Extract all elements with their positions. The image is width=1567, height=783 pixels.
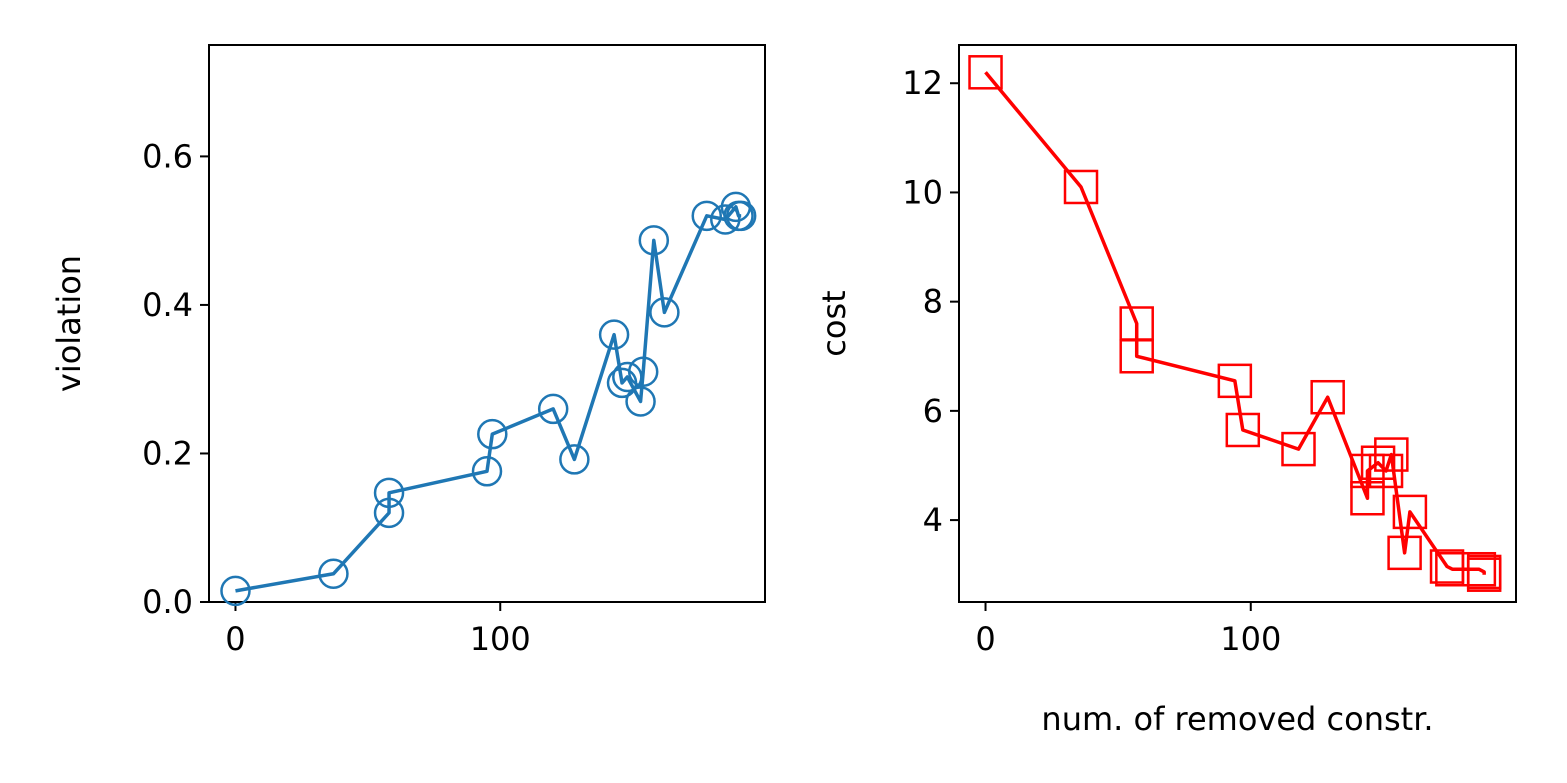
y-tick-label: 4 (923, 501, 943, 539)
series-line (235, 205, 742, 593)
y-tick-label: 0.4 (142, 286, 193, 324)
x-tick-label: 100 (1220, 620, 1281, 658)
data-point (1281, 431, 1316, 467)
data-point (1466, 557, 1502, 592)
series-line (984, 71, 1486, 575)
data-point (220, 575, 251, 607)
data-point (1461, 551, 1497, 587)
data-point (471, 456, 503, 487)
data-point (968, 55, 1003, 90)
x-axis-label: num. of removed constr. (1041, 700, 1433, 738)
data-point (1310, 379, 1345, 415)
data-point (477, 418, 508, 450)
data-point (627, 356, 659, 388)
x-tick-label: 0 (225, 620, 245, 658)
y-tick-label: 6 (923, 392, 943, 430)
x-tick-label: 0 (975, 620, 995, 658)
data-point (373, 497, 405, 529)
plot-frame (958, 44, 1517, 603)
data-point (1374, 437, 1409, 472)
y-tick-label: 12 (902, 64, 943, 102)
y-tick-label: 0.2 (142, 434, 193, 472)
data-point (625, 386, 656, 417)
data-point (1350, 480, 1385, 516)
y-tick-label: 8 (923, 283, 943, 321)
data-point (691, 200, 723, 232)
data-point (1225, 412, 1261, 448)
data-point (1063, 169, 1099, 205)
data-point (373, 477, 405, 509)
y-tick-label: 0.6 (142, 137, 193, 175)
x-tick-label: 100 (470, 620, 531, 658)
data-point (638, 225, 670, 256)
data-point (1387, 535, 1422, 571)
data-point (598, 319, 630, 350)
data-point (1217, 363, 1253, 399)
data-point (1360, 445, 1396, 480)
plot-frame (208, 44, 766, 603)
data-point (1392, 494, 1428, 530)
data-point (649, 297, 680, 328)
data-point (537, 393, 569, 425)
violation-chart: 0 100 0.0 0.2 0.4 0.6 violation (50, 44, 766, 658)
y-axis-label: cost (815, 290, 853, 356)
y-tick-label: 10 (902, 173, 943, 211)
data-point (725, 200, 757, 232)
y-axis-label: violation (50, 255, 88, 392)
data-point (612, 361, 643, 393)
y-tick-label: 0.0 (142, 583, 193, 621)
data-point (1119, 339, 1154, 374)
data-point (559, 444, 590, 475)
cost-chart: 0 100 4 6 8 10 12 cost num. of removed constr. (815, 44, 1517, 738)
data-point (318, 558, 349, 590)
